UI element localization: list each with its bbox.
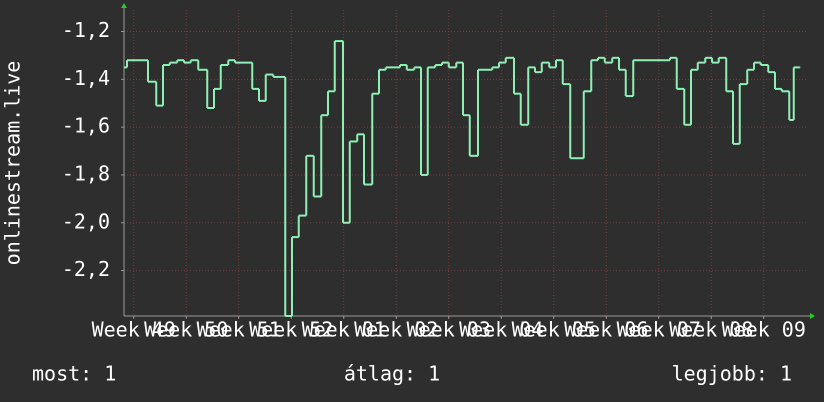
x-tick-label: Week 52 (249, 318, 333, 342)
y-tick-label: -1,2 (62, 18, 110, 42)
x-tick-label: Week 50 (144, 318, 228, 342)
x-tick-label: Week 07 (617, 318, 701, 342)
x-tick-label: Week 51 (197, 318, 281, 342)
y-tick-label: -2,0 (62, 209, 110, 233)
x-tick-label: Week 49 (92, 318, 176, 342)
y-tick-label: -1,6 (62, 114, 110, 138)
axis-arrow (810, 313, 815, 319)
stat-best: legjobb: 1 (672, 362, 792, 386)
y-axis-label: onlinestream.live (1, 61, 25, 266)
y-tick-label: -2,2 (62, 257, 110, 281)
x-tick-label: Week 03 (407, 318, 491, 342)
x-tick-label: Week 01 (302, 318, 386, 342)
axis-arrow (121, 3, 127, 8)
x-tick-label: Week 02 (354, 318, 438, 342)
x-tick-label: Week 09 (722, 318, 806, 342)
x-tick-label: Week 05 (512, 318, 596, 342)
y-tick-label: -1,8 (62, 161, 110, 185)
x-tick-label: Week 08 (669, 318, 753, 342)
stat-average: átlag: 1 (344, 362, 440, 386)
stat-current: most: 1 (32, 362, 116, 386)
x-tick-label: Week 04 (459, 318, 543, 342)
x-tick-label: Week 06 (564, 318, 648, 342)
y-tick-label: -1,4 (62, 66, 110, 90)
